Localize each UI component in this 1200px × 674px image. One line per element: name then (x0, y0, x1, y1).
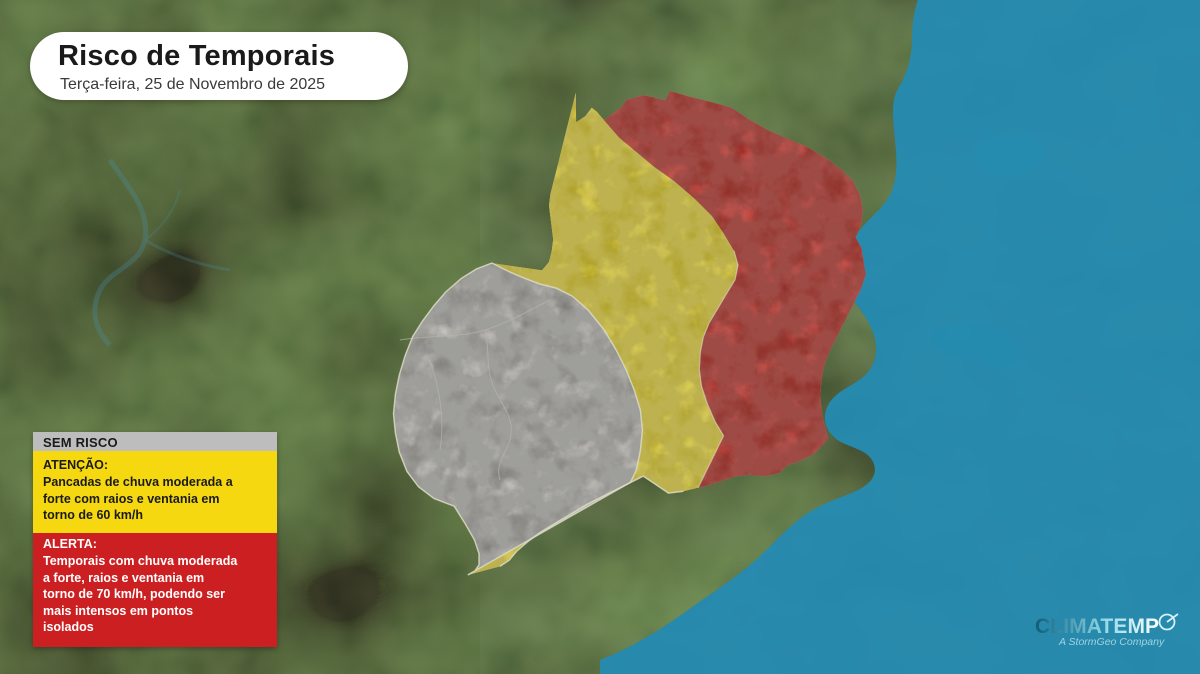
svg-text:A StormGeo Company: A StormGeo Company (1058, 636, 1165, 648)
svg-text:CLIMATEMP: CLIMATEMP (1035, 615, 1159, 638)
